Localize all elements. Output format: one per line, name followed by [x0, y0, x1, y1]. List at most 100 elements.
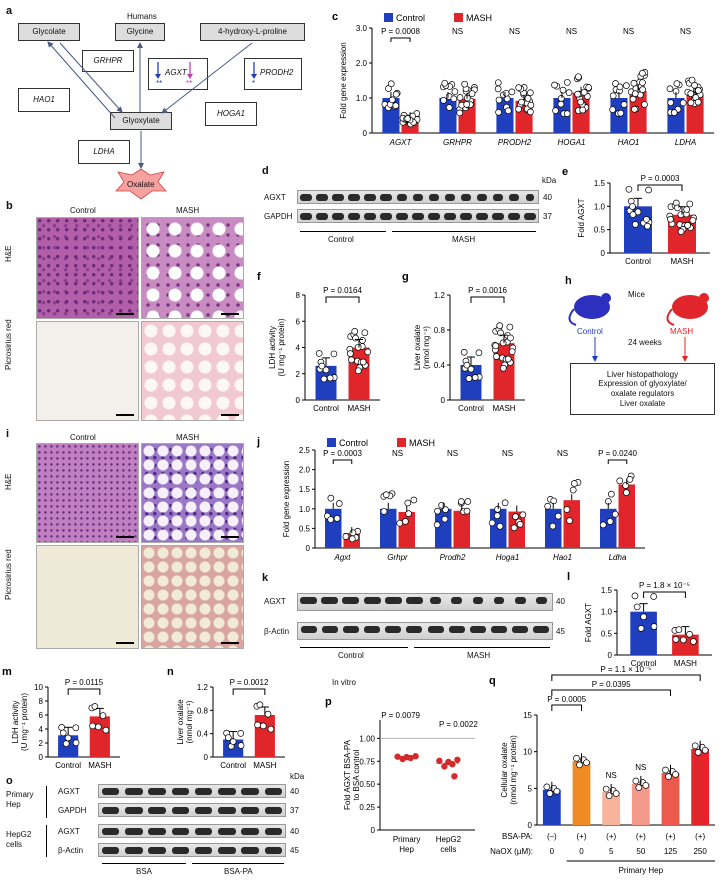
- data-point: [606, 518, 614, 525]
- data-point: [639, 79, 646, 86]
- data-point: [508, 348, 516, 355]
- blot-band: [101, 807, 120, 814]
- data-point: [674, 204, 681, 212]
- data-point: [445, 104, 453, 111]
- y-axis-label: Liver oxalate: [413, 324, 422, 370]
- panel-letter: c: [332, 11, 338, 23]
- data-point: [694, 749, 702, 756]
- glyoxylate-text: Glyoxylate: [122, 116, 160, 126]
- data-point: [392, 90, 400, 98]
- blot-band: [533, 626, 550, 633]
- o-row2-label: HepG2: [6, 830, 32, 839]
- data-point: [494, 85, 502, 93]
- data-point: [401, 518, 409, 525]
- d-group-line: [300, 231, 386, 232]
- h-mice-label: Mice: [628, 290, 645, 299]
- bar: [667, 98, 685, 133]
- pathway-arrows: [47, 41, 257, 200]
- x-tick-label: Prodh2: [440, 553, 466, 562]
- panel-letter-i: i: [6, 428, 10, 440]
- data-point: [457, 498, 465, 505]
- data-point: [612, 80, 619, 87]
- data-point: [256, 701, 264, 709]
- blot-band: [264, 788, 283, 795]
- data-point: [359, 337, 366, 344]
- data-point: [639, 86, 647, 94]
- data-point: [633, 603, 641, 611]
- data-point: [475, 349, 483, 357]
- o-kda-label: kDa: [290, 772, 305, 781]
- data-point: [667, 99, 675, 107]
- d-marker-40: 40: [543, 193, 552, 202]
- y-tick-label: 0: [204, 753, 209, 762]
- data-point: [441, 763, 448, 770]
- panel-letter: f: [257, 271, 261, 283]
- k-mash-label: MASH: [467, 651, 491, 660]
- chart-p: p 0 0.25 0.50 0.75 1.00 Fold AGXT BSA-PA to BSA…: [325, 696, 478, 854]
- panel-letter: e: [562, 166, 568, 178]
- data-point: [492, 342, 500, 350]
- data-point: [662, 766, 669, 774]
- data-point: [72, 724, 80, 732]
- data-point: [527, 108, 534, 116]
- x-tick-label: Primary: [393, 835, 421, 844]
- h-outcome-1: Liver histopathology: [606, 369, 679, 379]
- data-point: [623, 489, 630, 496]
- k-marker-40: 40: [556, 597, 565, 606]
- x-tick-label: Control: [631, 659, 657, 668]
- x-tick-label: HOGA1: [557, 138, 585, 147]
- y-tick-label: 1.5: [594, 179, 606, 188]
- hoga1-text: HOGA1: [216, 109, 245, 119]
- blot-band: [430, 597, 441, 604]
- data-point: [679, 636, 687, 644]
- x-tick-label: Control: [313, 404, 339, 413]
- y-tick-label: 5: [528, 784, 533, 793]
- x-tick-label: Control: [55, 761, 81, 770]
- y-tick-label: 1.0: [299, 505, 311, 514]
- panel-letter: j: [256, 436, 260, 448]
- data-point: [583, 759, 590, 767]
- o-row2b-label: cells: [6, 840, 23, 849]
- chart-q: q 0 5 10 15 Cellular oxalate (nmol mg⁻¹ protei…: [489, 665, 715, 875]
- data-point: [438, 501, 446, 509]
- blot-band: [536, 597, 547, 604]
- naox-value: 0: [579, 847, 584, 856]
- data-point: [449, 760, 456, 768]
- p-value: P = 0.0395: [592, 680, 631, 689]
- b-control-label: Control: [70, 206, 96, 215]
- x-tick-label: HepG2: [436, 835, 462, 844]
- k-agxt-blot: [297, 593, 553, 611]
- ldha-text: LDHA: [93, 147, 115, 157]
- data-point: [630, 79, 638, 87]
- data-point: [327, 494, 335, 502]
- i-row1-label: H&E: [4, 473, 13, 490]
- y-tick-label: 0.75: [359, 757, 375, 766]
- data-point: [641, 101, 648, 108]
- data-point: [686, 630, 693, 638]
- p-value: P = 0.0164: [323, 286, 362, 295]
- i-control-label: Control: [70, 433, 96, 442]
- data-point: [499, 364, 507, 372]
- data-point: [691, 742, 699, 750]
- o-agxt-label: AGXT: [58, 787, 80, 796]
- data-point: [616, 83, 624, 91]
- data-point: [549, 522, 557, 530]
- prodh2-label: PRODH2: [260, 68, 294, 77]
- data-point: [642, 782, 650, 789]
- y-tick-label: 1.5: [601, 586, 613, 595]
- naox-value: 250: [693, 847, 707, 856]
- panel-letter: n: [167, 666, 174, 678]
- data-point: [687, 90, 695, 97]
- data-point: [643, 216, 650, 223]
- h-outcome-box: Liver histopathology Expression of glyox…: [570, 363, 715, 415]
- b-row1-label: H&E: [4, 245, 13, 262]
- x-tick-label: MASH: [88, 761, 111, 770]
- panel-letter: m: [2, 666, 12, 678]
- k-actin-label: β-Actin: [264, 627, 290, 636]
- o-agxt2-label: AGXT: [58, 827, 80, 836]
- blot-band: [397, 194, 407, 201]
- blot-band: [171, 847, 190, 854]
- blot-band: [299, 194, 313, 201]
- data-point: [326, 374, 334, 382]
- blot-band: [241, 847, 259, 854]
